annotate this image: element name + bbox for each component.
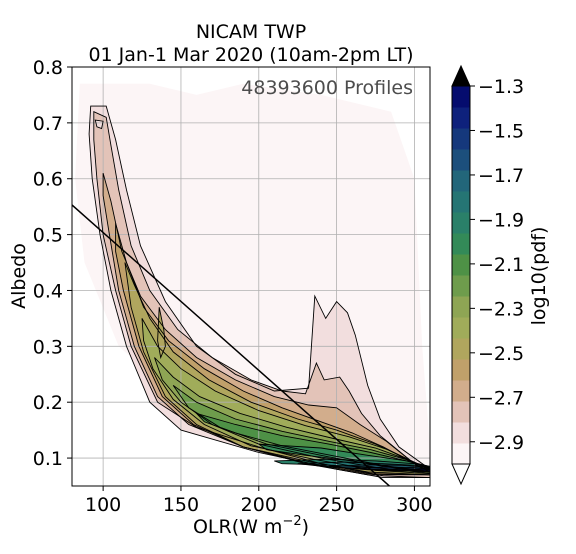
colorbar-band-11 (452, 212, 470, 234)
colorbar-tick-label-5: −2.3 (478, 298, 524, 320)
colorbar-tick-label-8: −2.9 (478, 432, 524, 454)
colorbar-band-5 (452, 338, 470, 360)
colorbar-ticks: −1.3 −1.5 −1.7 −1.9 −2.1 −2.3 −2.5 −2.7 −2.9 (470, 76, 524, 454)
colorbar-tick-label-1: −1.5 (478, 120, 524, 142)
colorbar-tick-label-7: −2.7 (478, 387, 524, 409)
x-axis-label-exponent: −2 (282, 514, 301, 529)
y-tick-label-6: 0.7 (33, 113, 63, 135)
plot-frame (71, 66, 431, 487)
colorbar-tick-label-2: −1.7 (478, 165, 524, 187)
profile-count-annotation: 48393600 Profiles (241, 77, 413, 99)
x-tick-label-2: 200 (241, 494, 277, 516)
colorbar-band-6 (452, 317, 470, 339)
colorbar-band-0 (452, 443, 470, 465)
y-tick-label-0: 0.1 (33, 448, 63, 470)
colorbar-band-17 (452, 86, 470, 108)
colorbar-band-3 (452, 380, 470, 402)
x-tick-label-0: 100 (85, 494, 121, 516)
y-axis-label: Albedo (8, 243, 30, 309)
contour-line-2 (93, 111, 430, 479)
y-axis: 0.1 0.2 0.3 0.4 0.5 0.6 0.7 0.8 (33, 57, 72, 470)
x-axis-label-close: ) (302, 516, 309, 538)
contour-blob-fill-0 (157, 307, 166, 358)
x-tick-label-4: 300 (396, 494, 432, 516)
reference-line (72, 204, 391, 486)
contour-line-16 (398, 468, 430, 472)
y-tick-label-2: 0.3 (33, 336, 63, 358)
x-tick-label-1: 150 (163, 494, 199, 516)
colorbar-band-13 (452, 170, 470, 192)
contour-line-7 (154, 357, 430, 474)
x-axis-label: OLR(W m−2) (193, 514, 309, 538)
colorbar-band-16 (452, 107, 470, 129)
colorbar-extend-max (451, 64, 471, 87)
y-tick-label-5: 0.6 (33, 169, 63, 191)
colorbar-extend-min (451, 463, 471, 486)
colorbar-tick-label-6: −2.5 (478, 343, 524, 365)
y-tick-label-1: 0.2 (33, 392, 63, 414)
colorbar-label: log10(pdf) (528, 227, 550, 326)
contour-blob-line-0 (157, 307, 166, 360)
grid (72, 67, 430, 486)
colorbar (451, 64, 471, 486)
chart-title: NICAM TWP (196, 21, 306, 43)
colorbar-band-7 (452, 296, 470, 318)
colorbar-frame (451, 85, 471, 465)
colorbar-band-8 (452, 275, 470, 297)
contour-line-1 (88, 105, 430, 479)
chart-subtitle: 01 Jan-1 Mar 2020 (10am-2pm LT) (88, 44, 413, 66)
colorbar-band-14 (452, 149, 470, 171)
colorbar-tick-label-3: −1.9 (478, 209, 524, 231)
colorbar-band-1 (452, 422, 470, 444)
colorbar-band-15 (452, 128, 470, 150)
x-axis-label-main: OLR(W m (193, 516, 283, 538)
y-tick-label-3: 0.4 (33, 280, 63, 302)
contour-line-6 (141, 318, 430, 475)
contour-blob-line-1 (94, 119, 104, 130)
colorbar-band-10 (452, 233, 470, 255)
x-axis: 100 150 200 250 300 (85, 486, 433, 516)
contour-line-14 (355, 466, 430, 472)
y-tick-label-7: 0.8 (33, 57, 63, 79)
colorbar-band-2 (452, 401, 470, 423)
colorbar-band-9 (452, 254, 470, 276)
contour-fill-8 (173, 385, 430, 472)
x-tick-label-3: 250 (318, 494, 354, 516)
colorbar-tick-label-0: −1.3 (478, 76, 524, 98)
y-tick-label-4: 0.5 (33, 225, 63, 247)
colorbar-band-12 (452, 191, 470, 213)
colorbar-tick-label-4: −2.1 (478, 254, 524, 276)
colorbar-band-4 (452, 359, 470, 381)
contour-line-15 (380, 468, 430, 472)
contour-line-9 (195, 412, 430, 472)
